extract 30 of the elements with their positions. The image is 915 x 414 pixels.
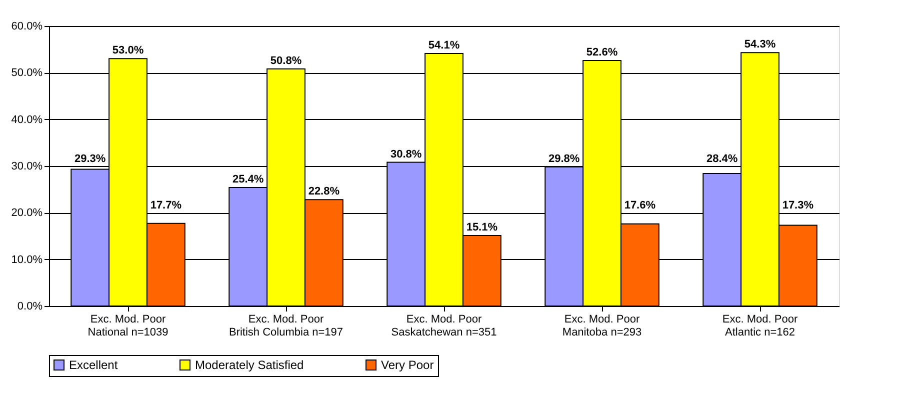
x-tick-label: Exc. Mod. Poor Saskatchewan n=351 — [391, 314, 497, 338]
legend-label: Very Poor — [381, 358, 434, 372]
data-label: 28.4% — [706, 153, 738, 165]
data-label: 54.3% — [744, 38, 776, 51]
legend-label: Excellent — [69, 358, 118, 372]
data-label: 54.1% — [428, 40, 460, 52]
y-tick-label: 50.0% — [11, 67, 43, 80]
data-label: 15.1% — [466, 222, 498, 234]
data-label: 29.3% — [74, 153, 106, 165]
data-label: 30.8% — [390, 148, 422, 160]
data-label: 29.8% — [548, 152, 580, 165]
legend-label: Moderately Satisfied — [195, 358, 304, 372]
x-tick-label: Exc. Mod. Poor National n=1039 — [88, 314, 168, 338]
x-tick-label: Exc. Mod. Poor Manitoba n=293 — [562, 314, 642, 338]
y-tick-label: 10.0% — [11, 254, 43, 266]
y-tick-label: 30.0% — [11, 160, 43, 172]
data-label: 17.6% — [624, 200, 656, 212]
data-label: 17.3% — [782, 200, 814, 212]
x-tick-label: Exc. Mod. Poor Atlantic n=162 — [722, 314, 798, 338]
y-tick-label: 20.0% — [11, 207, 43, 220]
y-tick-label: 0.0% — [17, 300, 43, 312]
data-label: 25.4% — [232, 173, 264, 186]
y-tick-label: 60.0% — [11, 20, 43, 32]
data-label: 52.6% — [586, 46, 618, 59]
data-label: 53.0% — [112, 44, 144, 57]
data-label: 50.8% — [270, 54, 302, 67]
x-tick-label: Exc. Mod. Poor British Columbia n=197 — [228, 314, 344, 338]
y-tick-label: 40.0% — [11, 114, 43, 126]
data-label: 17.7% — [150, 200, 182, 212]
data-label: 22.8% — [308, 186, 340, 198]
